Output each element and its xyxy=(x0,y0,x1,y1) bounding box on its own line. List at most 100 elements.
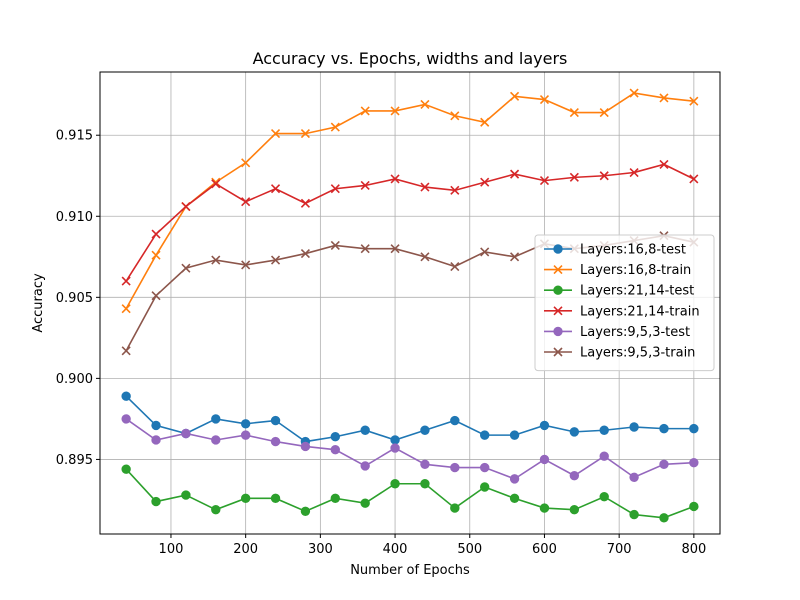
legend-swatch-marker xyxy=(553,265,563,275)
data-point-layers-21-14-train xyxy=(539,176,550,186)
data-point-layers-21-14-train xyxy=(569,172,579,182)
x-axis-label: Number of Epochs xyxy=(350,563,470,578)
plot-frame xyxy=(99,71,721,535)
x-tick-label: 500 xyxy=(457,542,482,557)
chart-title: Accuracy vs. Epochs, widths and layers xyxy=(253,49,568,68)
y-tick-label: 0.895 xyxy=(56,453,93,468)
x-tick-label: 400 xyxy=(383,542,408,557)
data-point-layers-16-8-test xyxy=(450,415,460,426)
data-point-layers-16-8-train xyxy=(659,93,669,103)
data-point-layers-16-8-test xyxy=(629,422,639,432)
series-line-layers-16-8-train xyxy=(125,92,694,310)
data-point-layers-16-8-train xyxy=(420,99,430,109)
data-point-layers-21-14-test xyxy=(330,493,341,504)
data-point-layers-9-5-3-test xyxy=(211,435,221,445)
data-point-layers-21-14-test xyxy=(659,513,669,523)
legend-swatch-marker xyxy=(553,326,563,337)
data-point-layers-9-5-3-train xyxy=(241,260,251,270)
data-point-layers-21-14-test xyxy=(450,503,460,513)
data-point-layers-21-14-test xyxy=(390,479,400,489)
data-point-layers-16-8-train xyxy=(629,88,639,98)
data-point-layers-16-8-test xyxy=(121,391,131,401)
data-point-layers-21-14-train xyxy=(689,174,699,184)
data-point-layers-21-14-test xyxy=(629,509,639,520)
data-point-layers-9-5-3-test xyxy=(270,436,281,447)
x-tick-label: 700 xyxy=(607,542,632,557)
legend-item-layers-16-8-test: Layers:16,8-test xyxy=(544,243,686,258)
legend-swatch-marker xyxy=(553,244,563,254)
data-point-layers-9-5-3-train xyxy=(510,252,520,262)
data-point-layers-21-14-test xyxy=(420,479,430,489)
series-layers-9-5-3-test xyxy=(121,414,699,484)
x-tick-label: 300 xyxy=(308,542,333,557)
data-point-layers-21-14-train xyxy=(270,184,281,194)
y-tick-label: 0.910 xyxy=(56,210,93,225)
legend-swatch-marker xyxy=(553,347,563,357)
data-point-layers-21-14-train xyxy=(450,185,460,195)
data-point-layers-21-14-test xyxy=(360,498,370,508)
data-point-layers-9-5-3-test xyxy=(569,470,580,481)
data-point-layers-16-8-test xyxy=(360,425,370,435)
legend-item-layers-21-14-test: Layers:21,14-test xyxy=(544,284,694,299)
data-point-layers-16-8-train xyxy=(510,91,520,101)
data-point-layers-9-5-3-test xyxy=(420,459,430,469)
data-point-layers-16-8-train xyxy=(569,107,579,118)
data-point-layers-16-8-test xyxy=(599,425,609,435)
data-point-layers-16-8-test xyxy=(390,435,400,445)
data-point-layers-9-5-3-train xyxy=(181,263,191,273)
data-point-layers-16-8-train xyxy=(270,129,281,139)
data-point-layers-9-5-3-test xyxy=(659,459,669,469)
data-point-layers-21-14-test xyxy=(240,493,251,504)
data-point-layers-21-14-test xyxy=(689,501,699,512)
data-point-layers-9-5-3-train xyxy=(211,255,221,265)
y-tick-label: 0.900 xyxy=(56,372,93,387)
series-line-layers-9-5-3-test xyxy=(125,418,694,480)
x-tick-label: 600 xyxy=(532,542,557,557)
x-tick-label: 200 xyxy=(233,542,258,557)
data-point-layers-9-5-3-test xyxy=(689,457,699,468)
data-point-layers-16-8-test xyxy=(689,423,699,434)
data-point-layers-21-14-test xyxy=(270,493,281,504)
series-line-layers-21-14-train xyxy=(125,163,695,282)
data-point-layers-21-14-train xyxy=(181,201,191,212)
data-point-layers-21-14-test xyxy=(539,503,550,513)
data-point-layers-9-5-3-test xyxy=(509,474,520,484)
legend-label: Layers:9,5,3-train xyxy=(580,346,695,361)
data-point-layers-16-8-train xyxy=(241,158,251,168)
legend-item-layers-21-14-train: Layers:21,14-train xyxy=(544,304,700,319)
legend-label: Layers:16,8-test xyxy=(580,243,686,258)
data-point-layers-21-14-test xyxy=(479,482,490,492)
data-point-layers-16-8-test xyxy=(240,419,251,429)
data-point-layers-9-5-3-test xyxy=(360,461,370,471)
series-layers-16-8-test xyxy=(121,391,699,447)
data-point-layers-16-8-test xyxy=(659,423,669,434)
series-line-layers-21-14-test xyxy=(125,468,695,519)
data-point-layers-9-5-3-train xyxy=(270,255,281,265)
legend-item-layers-16-8-train: Layers:16,8-train xyxy=(544,263,691,278)
data-point-layers-16-8-test xyxy=(479,430,490,440)
data-point-layers-21-14-train xyxy=(510,169,520,179)
data-point-layers-21-14-test xyxy=(509,493,520,504)
data-point-layers-21-14-train xyxy=(390,174,400,184)
series-layers-16-8-train xyxy=(121,88,699,314)
y-axis-ticks: 0.895 0.900 0.905 0.910 0.915 xyxy=(56,129,100,468)
data-point-layers-21-14-test xyxy=(211,504,221,515)
data-point-layers-21-14-test xyxy=(569,504,580,515)
data-point-layers-9-5-3-train xyxy=(450,261,460,272)
data-point-layers-9-5-3-test xyxy=(181,428,191,439)
data-point-layers-16-8-train xyxy=(360,106,370,116)
data-point-layers-16-8-train xyxy=(390,106,400,116)
legend-swatch-marker xyxy=(553,306,563,316)
data-point-layers-21-14-train xyxy=(330,184,340,194)
x-tick-label: 800 xyxy=(681,542,706,557)
data-point-layers-16-8-train xyxy=(121,304,131,314)
data-point-layers-9-5-3-train xyxy=(330,240,340,251)
data-point-layers-9-5-3-test xyxy=(390,443,400,453)
legend-label: Layers:16,8-train xyxy=(580,263,691,278)
data-point-layers-9-5-3-train xyxy=(390,244,400,254)
data-point-layers-16-8-train xyxy=(300,129,310,139)
data-point-layers-21-14-train xyxy=(151,229,161,239)
data-point-layers-16-8-train xyxy=(450,111,460,121)
legend-label: Layers:21,14-test xyxy=(580,284,694,299)
